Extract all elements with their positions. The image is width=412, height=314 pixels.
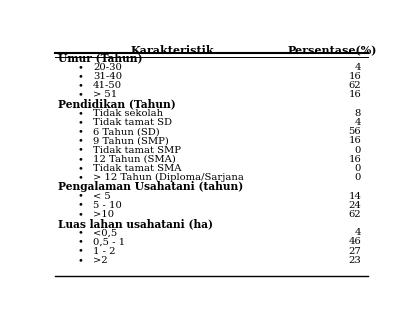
Text: < 5: < 5 [93,192,111,201]
Text: 6 Tahun (SD): 6 Tahun (SD) [93,127,160,136]
Text: Pengalaman Usahatani (tahun): Pengalaman Usahatani (tahun) [58,181,243,192]
Text: •: • [77,127,83,136]
Text: 24: 24 [348,201,361,210]
Text: 27: 27 [349,247,361,256]
Text: 41-50: 41-50 [93,81,122,90]
Text: •: • [77,146,83,154]
Text: >10: >10 [93,210,114,219]
Text: 0,5 - 1: 0,5 - 1 [93,237,125,246]
Text: •: • [77,228,83,237]
Text: Tidak tamat SD: Tidak tamat SD [93,118,172,127]
Text: 16: 16 [349,136,361,145]
Text: •: • [77,201,83,210]
Text: 20-30: 20-30 [93,63,122,72]
Text: 16: 16 [349,90,361,100]
Text: •: • [77,118,83,127]
Text: Persentase(%): Persentase(%) [288,45,377,56]
Text: •: • [77,109,83,118]
Text: 4: 4 [355,228,361,237]
Text: <0,5: <0,5 [93,228,117,237]
Text: •: • [77,63,83,72]
Text: > 51: > 51 [93,90,117,100]
Text: Tidak tamat SMP: Tidak tamat SMP [93,146,181,154]
Text: •: • [77,164,83,173]
Text: 0: 0 [355,164,361,173]
Text: •: • [77,237,83,246]
Text: 5 - 10: 5 - 10 [93,201,122,210]
Text: •: • [77,173,83,182]
Text: 14: 14 [348,192,361,201]
Text: 0: 0 [355,146,361,154]
Text: 9 Tahun (SMP): 9 Tahun (SMP) [93,136,169,145]
Text: •: • [77,210,83,219]
Text: Pendidikan (Tahun): Pendidikan (Tahun) [58,99,176,110]
Text: •: • [77,136,83,145]
Text: 23: 23 [349,256,361,265]
Text: Tidak tamat SMA: Tidak tamat SMA [93,164,182,173]
Text: 4: 4 [355,118,361,127]
Text: 62: 62 [349,210,361,219]
Text: 16: 16 [349,72,361,81]
Text: 62: 62 [349,81,361,90]
Text: > 12 Tahun (Diploma/Sarjana: > 12 Tahun (Diploma/Sarjana [93,173,244,182]
Text: >2: >2 [93,256,108,265]
Text: 8: 8 [355,109,361,118]
Text: 31-40: 31-40 [93,72,122,81]
Text: Luas lahan usahatani (ha): Luas lahan usahatani (ha) [58,218,213,229]
Text: •: • [77,247,83,256]
Text: •: • [77,90,83,100]
Text: 16: 16 [349,155,361,164]
Text: •: • [77,72,83,81]
Text: 0: 0 [355,173,361,182]
Text: Tidak sekolah: Tidak sekolah [93,109,163,118]
Text: •: • [77,81,83,90]
Text: 1 - 2: 1 - 2 [93,247,115,256]
Text: 12 Tahun (SMA): 12 Tahun (SMA) [93,155,176,164]
Text: Karakteristik: Karakteristik [131,45,215,56]
Text: Umur (Tahun): Umur (Tahun) [58,53,143,64]
Text: 4: 4 [355,63,361,72]
Text: •: • [77,155,83,164]
Text: •: • [77,192,83,201]
Text: 46: 46 [349,237,361,246]
Text: 56: 56 [349,127,361,136]
Text: •: • [77,256,83,265]
